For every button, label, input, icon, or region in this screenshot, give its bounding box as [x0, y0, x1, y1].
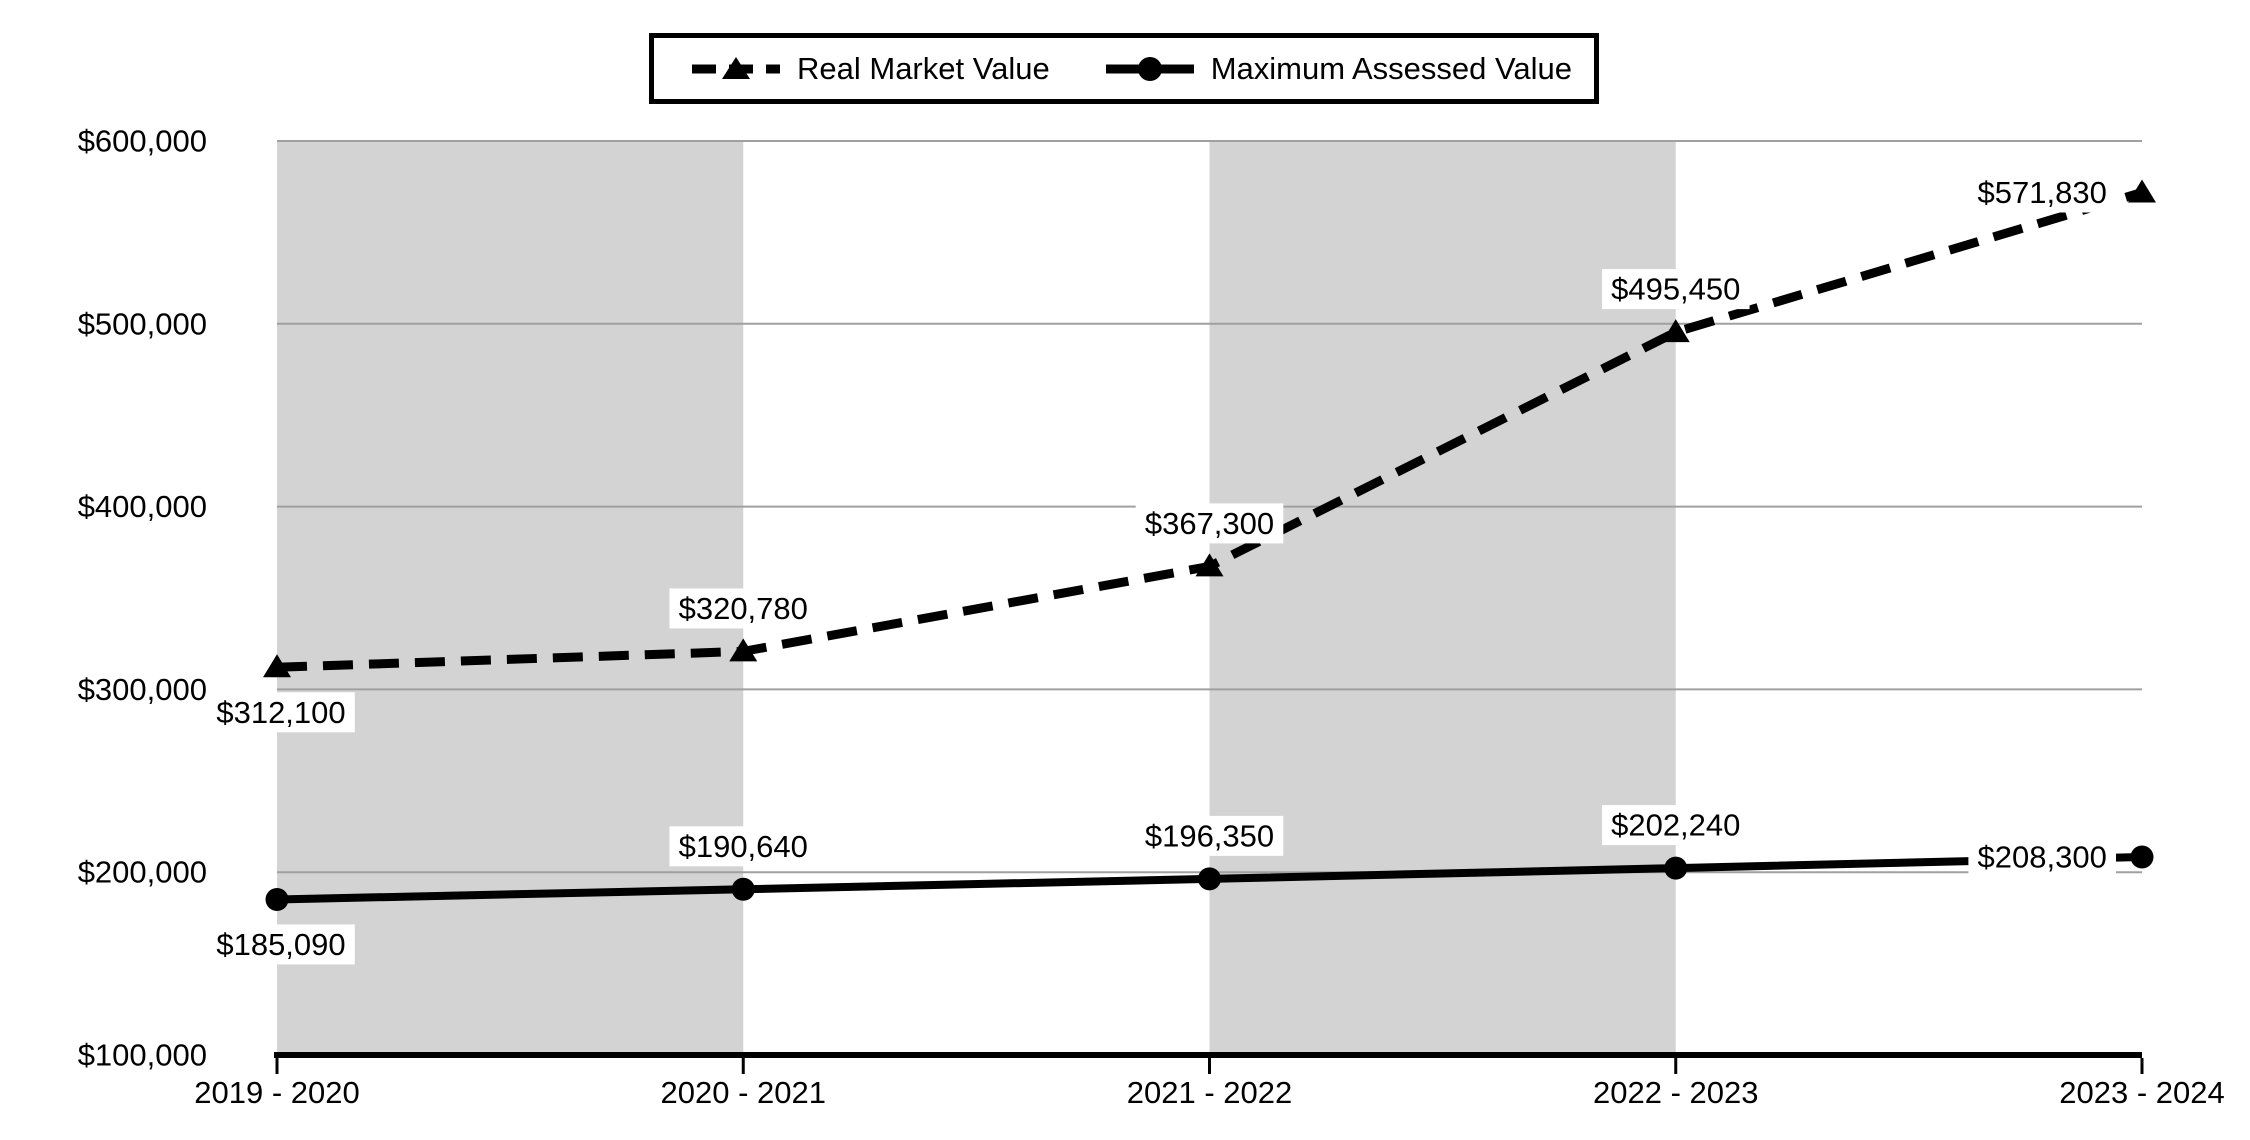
data-label-real-market-value: $312,100	[216, 695, 345, 730]
x-tick-label: 2019 - 2020	[194, 1075, 359, 1110]
data-label-maximum-assessed-value: $208,300	[1978, 840, 2107, 875]
dashed-triangle-legend-marker-icon	[692, 56, 780, 79]
y-tick-label: $100,000	[78, 1038, 207, 1073]
data-label-bg-real-market-value	[669, 588, 818, 629]
legend-item-real-market-value: Real Market Value	[692, 53, 1050, 85]
series-marker-maximum-assessed-value	[2130, 845, 2154, 869]
data-label-maximum-assessed-value: $196,350	[1145, 818, 1274, 853]
series-marker-real-market-value	[729, 638, 758, 662]
data-label-real-market-value: $571,830	[1978, 175, 2107, 210]
data-label-bg-maximum-assessed-value	[1135, 815, 1284, 856]
chart-legend: Real Market Value Maximum Assessed Value	[649, 33, 1599, 104]
series-marker-real-market-value	[263, 654, 291, 678]
plot-band	[277, 142, 744, 1054]
data-label-maximum-assessed-value: $190,640	[679, 829, 808, 864]
legend-item-maximum-assessed-value: Maximum Assessed Value	[1105, 51, 1572, 86]
data-label-real-market-value: $495,450	[1611, 272, 1740, 307]
x-tick-label: 2023 - 2024	[2059, 1075, 2224, 1110]
legend-label-maximum-assessed-value: Maximum Assessed Value	[1210, 51, 1572, 86]
solid-circle-legend-marker-icon	[1105, 56, 1194, 81]
data-label-real-market-value: $367,300	[1145, 506, 1274, 541]
data-label-bg-maximum-assessed-value	[207, 924, 355, 965]
series-marker-real-market-value	[1195, 553, 1224, 577]
series-marker-maximum-assessed-value	[1198, 867, 1221, 891]
legend-label-real-market-value: Real Market Value	[797, 51, 1050, 86]
series-marker-maximum-assessed-value	[1664, 856, 1688, 880]
data-label-bg-real-market-value	[207, 692, 355, 733]
data-label-bg-real-market-value	[1968, 172, 2116, 213]
y-tick-label: $300,000	[78, 672, 207, 707]
y-tick-label: $500,000	[78, 306, 207, 341]
y-tick-label: $200,000	[78, 855, 207, 890]
series-marker-real-market-value	[1661, 319, 1690, 343]
x-tick-label: 2020 - 2021	[661, 1075, 826, 1110]
data-label-maximum-assessed-value: $185,090	[216, 927, 345, 962]
x-tick-label: 2021 - 2022	[1127, 1075, 1292, 1110]
series-marker-maximum-assessed-value	[265, 887, 289, 911]
data-label-bg-real-market-value	[1601, 269, 1750, 310]
data-label-bg-maximum-assessed-value	[669, 826, 818, 867]
data-label-bg-maximum-assessed-value	[1601, 805, 1750, 846]
data-label-bg-maximum-assessed-value	[1968, 837, 2116, 878]
plot-band	[1209, 142, 1676, 1054]
data-label-real-market-value: $320,780	[679, 591, 808, 626]
y-tick-label: $600,000	[78, 124, 207, 159]
series-marker-maximum-assessed-value	[731, 877, 755, 901]
series-marker-real-market-value	[2128, 179, 2156, 203]
data-label-bg-real-market-value	[1135, 503, 1284, 544]
y-tick-label: $400,000	[78, 489, 207, 524]
x-tick-label: 2022 - 2023	[1593, 1075, 1758, 1110]
data-label-maximum-assessed-value: $202,240	[1611, 808, 1740, 843]
